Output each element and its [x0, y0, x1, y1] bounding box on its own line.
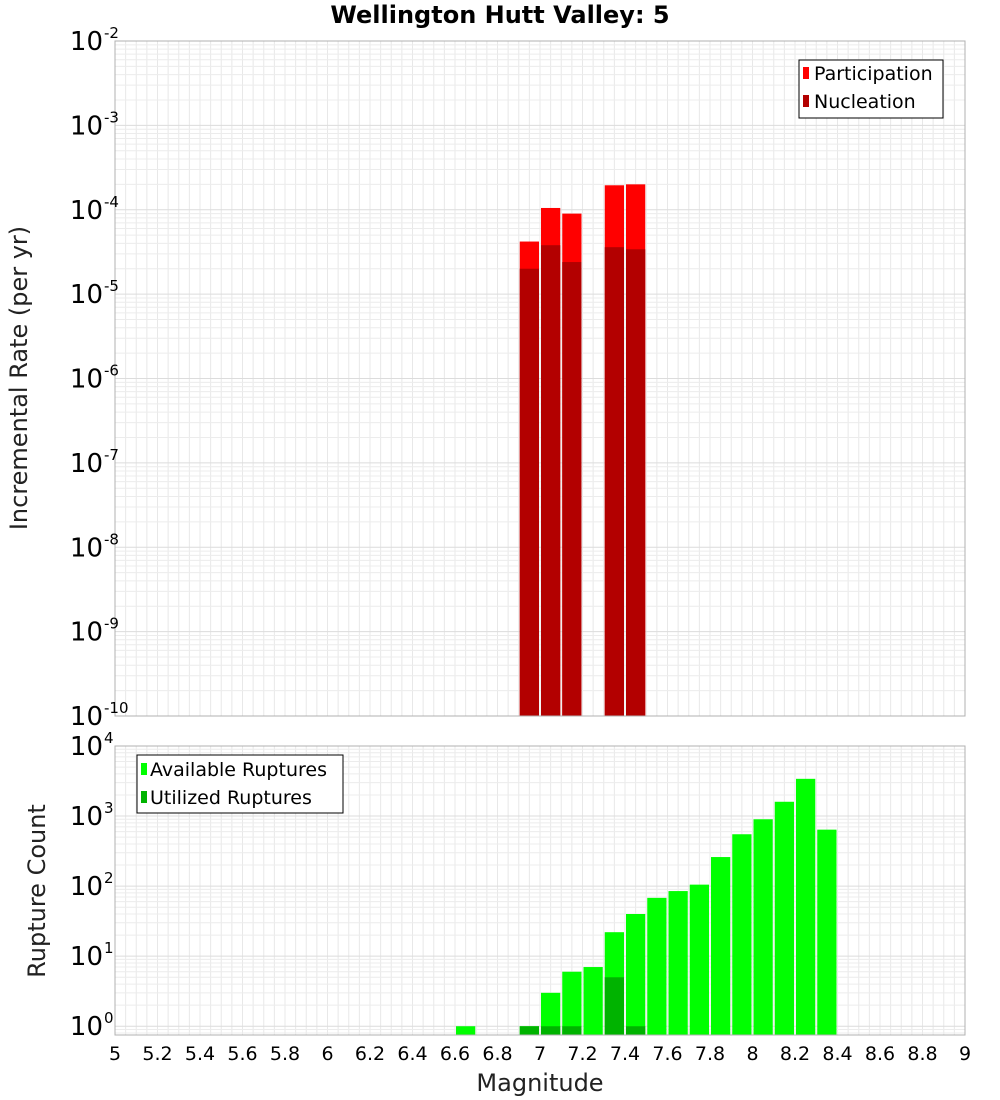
x-tick-label: 8.8 [907, 1043, 937, 1065]
y-tick-exponent: 4 [104, 729, 114, 747]
top-bars [519, 184, 646, 717]
legend-swatch-participation [803, 67, 809, 79]
bar-available-ruptures [562, 971, 582, 1035]
x-tick-label: 6.2 [355, 1043, 385, 1065]
y-tick-exponent: -9 [104, 615, 119, 633]
bar-utilized-ruptures [604, 977, 624, 1035]
y-tick-label: 10 [70, 732, 103, 762]
y-tick-label: 10 [70, 802, 103, 832]
x-axis-label: Magnitude [476, 1069, 603, 1097]
y-tick-exponent: -8 [104, 530, 119, 548]
y-tick-exponent: -10 [104, 699, 129, 717]
bar-available-ruptures [583, 967, 603, 1035]
x-tick-label: 5.4 [185, 1043, 215, 1065]
bar-nucleation [604, 247, 624, 716]
y-tick-label: 10 [70, 618, 103, 648]
y-tick-label: 10 [70, 1012, 103, 1042]
y-tick-exponent: -6 [104, 362, 119, 380]
bar-available-ruptures [817, 829, 837, 1035]
y-tick-exponent: -5 [104, 277, 119, 295]
x-tick-label: 8.6 [865, 1043, 895, 1065]
bar-available-ruptures [753, 819, 773, 1035]
bar-utilized-ruptures [562, 1026, 582, 1035]
bar-nucleation [541, 245, 561, 717]
legend-swatch-utilized-ruptures [141, 791, 147, 803]
bar-available-ruptures [541, 992, 561, 1035]
bar-nucleation [562, 262, 582, 716]
x-tick-label: 5 [109, 1043, 121, 1065]
bottom-plot-frame [114, 745, 966, 1036]
x-tick-label: 6 [321, 1043, 333, 1065]
x-tick-label: 7.4 [610, 1043, 640, 1065]
bar-available-ruptures [689, 884, 709, 1035]
bar-available-ruptures [774, 801, 794, 1035]
top-grid [114, 41, 966, 717]
y-tick-exponent: -2 [104, 24, 119, 42]
legend-swatch-available-ruptures [141, 763, 147, 775]
y-tick-exponent: 3 [104, 799, 114, 817]
y-tick-label: 10 [70, 872, 103, 902]
x-tick-label: 8.4 [822, 1043, 852, 1065]
x-tick-label: 6.8 [482, 1043, 512, 1065]
x-tick-label: 8 [746, 1043, 758, 1065]
y-tick-label: 10 [70, 702, 103, 732]
bar-available-ruptures [626, 914, 646, 1035]
x-tick-label: 7 [534, 1043, 546, 1065]
y-tick-exponent: -3 [104, 108, 119, 126]
bar-utilized-ruptures [541, 1026, 561, 1035]
bar-available-ruptures [456, 1026, 476, 1035]
y-tick-label: 10 [70, 111, 103, 141]
x-tick-label: 7.2 [567, 1043, 597, 1065]
legend-label-available-ruptures: Available Ruptures [150, 759, 327, 781]
y-tick-exponent: -7 [104, 446, 119, 464]
chart-title: Wellington Hutt Valley: 5 [330, 1, 669, 29]
bar-available-ruptures [647, 897, 667, 1035]
top-legend: Participation Nucleation [798, 59, 944, 119]
y-tick-exponent: 2 [104, 869, 114, 887]
bar-utilized-ruptures [626, 1026, 646, 1035]
bar-nucleation [626, 249, 646, 716]
y-tick-label: 10 [70, 533, 103, 563]
x-tick-label: 5.2 [142, 1043, 172, 1065]
legend-label-participation: Participation [814, 63, 933, 85]
bar-utilized-ruptures [519, 1026, 539, 1035]
bar-nucleation [519, 268, 539, 716]
x-tick-label: 7.8 [695, 1043, 725, 1065]
bar-available-ruptures [668, 891, 688, 1035]
legend-label-nucleation: Nucleation [814, 91, 916, 113]
x-tick-label: 5.6 [227, 1043, 257, 1065]
bar-available-ruptures [732, 834, 752, 1035]
y-tick-label: 10 [70, 196, 103, 226]
top-plot-frame [114, 40, 966, 717]
y-tick-exponent: 0 [104, 1009, 114, 1027]
bar-available-ruptures [796, 778, 816, 1035]
legend-swatch-nucleation [803, 95, 809, 107]
x-tick-label: 5.8 [270, 1043, 300, 1065]
y-tick-label: 10 [70, 27, 103, 57]
y-tick-exponent: 1 [104, 939, 114, 957]
y-tick-label: 10 [70, 365, 103, 395]
y-tick-label: 10 [70, 449, 103, 479]
x-tick-label: 8.2 [780, 1043, 810, 1065]
top-y-axis-label: Incremental Rate (per yr) [5, 226, 33, 530]
bottom-y-axis-label: Rupture Count [23, 804, 51, 978]
legend-label-utilized-ruptures: Utilized Ruptures [150, 787, 312, 809]
bottom-bars [456, 778, 837, 1035]
y-tick-label: 10 [70, 942, 103, 972]
y-tick-exponent: -4 [104, 193, 119, 211]
y-tick-label: 10 [70, 280, 103, 310]
x-tick-label: 6.6 [440, 1043, 470, 1065]
x-tick-label: 9 [959, 1043, 971, 1065]
x-tick-label: 7.6 [652, 1043, 682, 1065]
bottom-legend: Available Ruptures Utilized Ruptures [136, 754, 344, 814]
x-tick-label: 6.4 [397, 1043, 427, 1065]
bar-available-ruptures [711, 857, 731, 1035]
x-tick-labels: 5 5.2 5.4 5.6 5.8 6 6.2 6.4 6.6 6.8 7 7.2 7.4 7.6 7.8 8… [109, 1043, 971, 1065]
